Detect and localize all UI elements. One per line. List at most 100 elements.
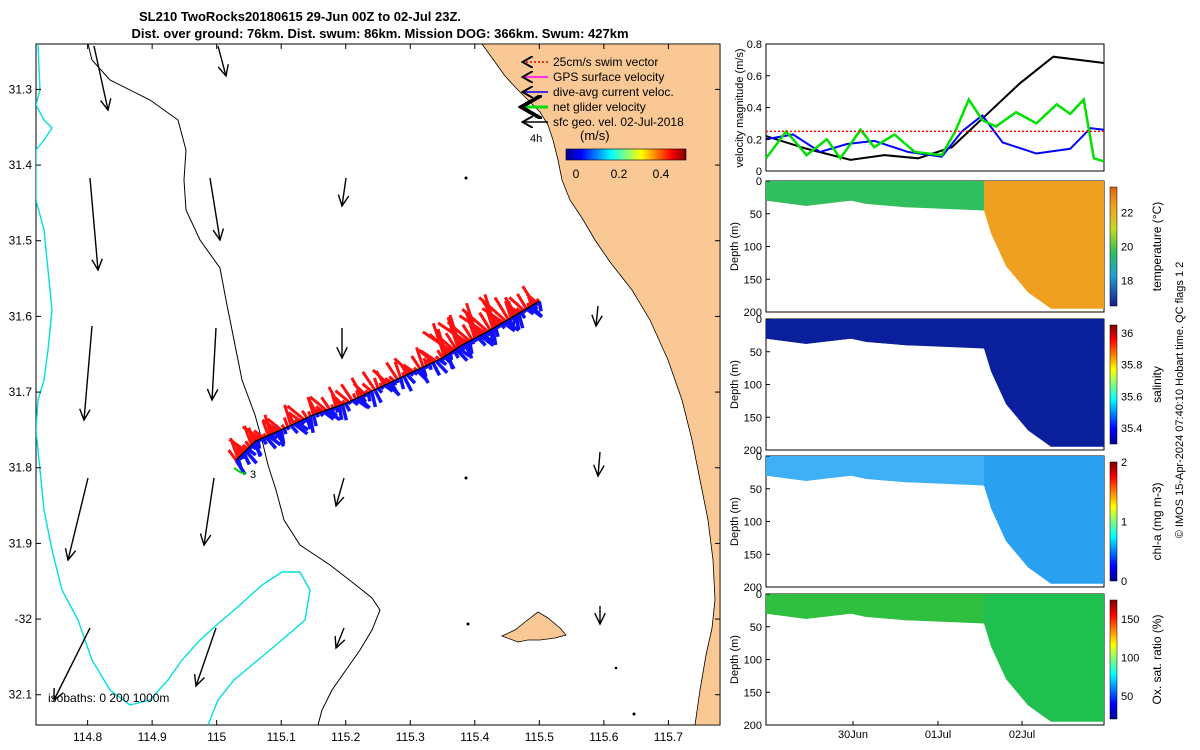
map-x-tick-label: 114.9 — [138, 730, 167, 744]
swim-vector — [334, 389, 350, 404]
swim-vector — [354, 389, 361, 398]
isobath-label: isobaths: 0 200 1000m — [48, 691, 169, 705]
current-vector — [392, 380, 398, 386]
current-vector — [514, 314, 521, 331]
current-vector — [305, 417, 313, 430]
swim-vector — [309, 395, 328, 412]
current-vector — [369, 390, 378, 408]
swim-vector — [461, 308, 489, 333]
current-vector — [507, 318, 516, 327]
depth-tick-label: 50 — [750, 484, 762, 496]
swim-vector — [361, 382, 373, 393]
net-glider-velocity-arrow — [233, 467, 247, 475]
colorbar-tick-label: 0 — [1121, 576, 1127, 588]
colorbar-tick-label: 2 — [1121, 457, 1127, 469]
map-x-tick-label: 115.3 — [396, 730, 425, 744]
geostrophic-arrow-head — [100, 98, 112, 112]
swim-vector — [371, 368, 389, 385]
date-tick-label: 30Jun — [838, 729, 868, 741]
velocity-y-tick-label: 0.2 — [747, 134, 762, 146]
geostrophic-arrow-head — [217, 64, 229, 78]
velocity-series-line — [765, 114, 1105, 158]
swim-vector — [393, 357, 412, 375]
current-vector — [456, 346, 471, 358]
swim-vector — [261, 420, 270, 437]
swim-vector — [352, 382, 367, 396]
date-tick-label: 02Jul — [1009, 729, 1035, 741]
current-vector — [532, 303, 539, 311]
current-vector — [530, 304, 543, 318]
section-panel: 0 50 100 150 200 Depth (m) 35.4 35.6 35.8 36 salin… — [729, 314, 1164, 457]
swim-vector — [410, 355, 422, 370]
depth-tick-label: 200 — [744, 582, 762, 594]
current-vector — [360, 394, 368, 403]
coast-rock-dot — [614, 666, 618, 670]
geostrophic-arrow-head — [199, 533, 212, 547]
section-panel: 0 50 100 150 200 Depth (m) 0 1 2 chl-a (mg m-3) — [729, 451, 1164, 594]
current-vector — [537, 300, 543, 312]
geostrophic-arrow-head — [334, 635, 346, 650]
geostrophic-arrow-head — [591, 314, 603, 328]
section-colorbar — [1109, 599, 1118, 720]
depth-tick-label: 100 — [744, 380, 762, 392]
geostrophic-arrow-shaft — [597, 451, 601, 477]
swim-vector — [504, 300, 513, 319]
swim-vector — [253, 429, 265, 440]
legend-label: 25cm/s swim vector — [553, 55, 658, 69]
current-vector — [427, 363, 433, 371]
colorbar-tick-label: 35.6 — [1121, 391, 1142, 403]
swim-vector — [286, 404, 305, 421]
legend-4h-note: 4h — [530, 133, 542, 145]
colorbar-label: salinity — [1150, 366, 1164, 403]
velocity-y-tick-label: 0.6 — [747, 71, 762, 83]
current-vector — [402, 375, 414, 392]
current-vector — [398, 377, 406, 390]
map-y-tick-label: 31.6 — [9, 309, 33, 323]
colorbar-tick-label: 35.8 — [1121, 360, 1142, 372]
depth-tick-label: 200 — [744, 307, 762, 319]
geostrophic-arrow-head — [333, 494, 345, 508]
current-vector — [256, 439, 262, 449]
swim-vector — [384, 377, 392, 384]
swim-vector — [503, 296, 518, 316]
current-vector — [519, 311, 527, 319]
swim-vector — [422, 357, 428, 367]
map-x-tick-label: 115.7 — [654, 730, 683, 744]
swim-vector — [458, 314, 486, 335]
swim-vector — [241, 425, 262, 441]
swim-vector — [478, 311, 492, 331]
current-vector — [488, 329, 496, 344]
map-y-tick-label: 31.8 — [9, 461, 33, 475]
current-vector — [448, 352, 454, 361]
velocity-panel: 0 0.2 0.4 0.6 0.8 velocity magnitude (m/s) — [734, 39, 1105, 178]
map-y-tick-label: 31.3 — [9, 82, 33, 96]
geostrophic-arrow-shaft — [595, 305, 599, 327]
legend-label: dive-avg current veloc. — [553, 85, 674, 99]
map-y-tick-label: 31.5 — [9, 234, 33, 248]
map-y-tick-label: -32 — [15, 612, 33, 626]
swim-vector — [435, 334, 456, 352]
section-shelf-field — [766, 319, 984, 349]
map-x-tick-label: 115.1 — [267, 730, 296, 744]
swim-vector — [261, 418, 280, 433]
current-vector — [470, 339, 476, 345]
swim-vector — [334, 396, 344, 406]
swim-vector — [422, 330, 454, 353]
swim-vector — [425, 358, 431, 365]
swim-vector-fan — [227, 285, 541, 462]
swim-vector — [320, 396, 331, 410]
date-tick-label: 01Jul — [925, 729, 951, 741]
current-vector — [491, 328, 498, 346]
depth-tick-label: 150 — [744, 549, 762, 561]
colorbar-tick-label: 150 — [1121, 614, 1139, 626]
geostrophic-arrow-shaft — [195, 627, 217, 687]
current-vector — [344, 402, 352, 412]
current-vector — [373, 389, 383, 404]
swim-vector — [241, 443, 249, 450]
map-x-tick-label: 115 — [207, 730, 226, 744]
colorbar-tick-label: 50 — [1121, 691, 1133, 703]
isobath-0m — [87, 44, 381, 725]
current-vector — [325, 408, 342, 422]
